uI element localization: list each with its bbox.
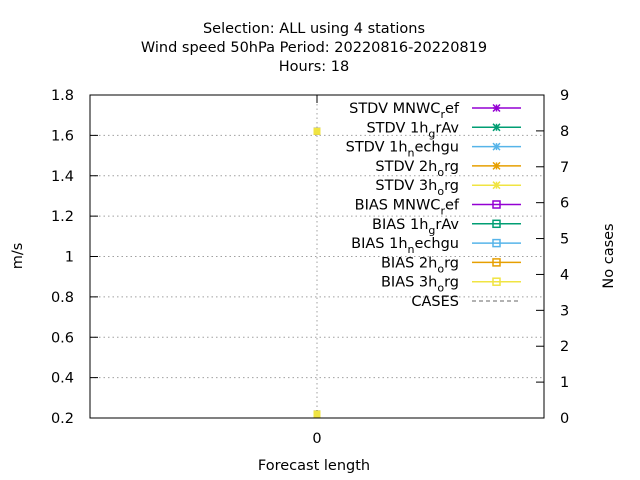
x-axis-label: Forecast length (258, 458, 370, 474)
legend-label: BIAS 3horg (381, 275, 459, 295)
y-tick-label: 0.8 (51, 290, 74, 306)
legend-entry: BIAS 1hnechgu (351, 236, 521, 256)
legend-entry: STDV 2horg (375, 159, 521, 179)
y2-tick-label: 1 (560, 375, 569, 391)
legend-entry: STDV 3horg (375, 178, 521, 198)
y-tick-label: 0.4 (51, 371, 74, 387)
legend-entry: STDV 1hgrAv (366, 120, 521, 140)
legend-marker-square-icon (492, 238, 501, 248)
legend-label: STDV 1hgrAv (366, 120, 459, 140)
legend-label: CASES (411, 294, 459, 310)
legend-marker-star-icon (492, 123, 501, 132)
legend-label: STDV 3horg (375, 178, 459, 198)
legend-entry: STDV MNWCref (349, 101, 521, 121)
y-tick-label: 1 (65, 250, 74, 266)
y2-tick-label: 6 (560, 196, 569, 212)
stdv-point-4 (313, 127, 321, 135)
y2-tick-label: 5 (560, 232, 569, 248)
y2-tick-label: 0 (560, 411, 569, 427)
legend-marker-square-icon (492, 219, 501, 229)
legend-marker-square-icon (492, 200, 501, 209)
y-axis: 0.2 0.4 0.6 0.8 1 1.2 1.4 1.6 1.8 (51, 88, 98, 427)
legend-entry: CASES (411, 294, 521, 310)
legend-label: STDV MNWCref (349, 101, 460, 121)
legend-marker-square-icon (492, 258, 501, 267)
y-tick-label: 1.4 (51, 169, 74, 185)
title-line: Wind speed 50hPa Period: 20220816-202208… (141, 40, 487, 56)
legend-label: STDV 2horg (375, 159, 459, 179)
legend-label: STDV 1hnechgu (346, 140, 459, 160)
legend-marker-star-icon (492, 142, 501, 151)
y2-tick-label: 7 (560, 160, 569, 176)
chart-title: Selection: ALL using 4 stations Wind spee… (141, 21, 487, 75)
y2-axis: 0 1 2 3 4 5 6 7 8 9 (536, 88, 569, 427)
legend-marker-star-icon (492, 103, 501, 113)
grid (90, 95, 544, 418)
y-tick-label: 1.6 (51, 128, 74, 144)
y2-tick-label: 4 (560, 267, 569, 283)
legend-entry: BIAS 2horg (381, 255, 521, 275)
legend-label: BIAS 2horg (381, 255, 459, 275)
data-points (313, 127, 321, 418)
y2-tick-label: 2 (560, 339, 569, 355)
legend-label: BIAS 1hnechgu (351, 236, 459, 256)
legend-marker-square-icon (492, 277, 501, 286)
x-tick-label: 0 (312, 431, 321, 447)
legend-entry: BIAS 1hgrAv (372, 217, 521, 237)
y2-tick-label: 3 (560, 303, 569, 319)
title-line: Hours: 18 (279, 59, 349, 75)
title-line: Selection: ALL using 4 stations (203, 21, 425, 37)
y-tick-label: 1.2 (51, 209, 74, 225)
legend-marker-star-icon (492, 161, 501, 170)
legend-entry: STDV 1hnechgu (346, 140, 521, 160)
legend-marker-star-icon (492, 181, 501, 190)
y2-tick-label: 8 (560, 124, 569, 140)
y2-tick-label: 9 (560, 88, 569, 104)
y-tick-label: 0.2 (51, 411, 74, 427)
bias-point-9 (313, 410, 321, 418)
y-tick-label: 0.6 (51, 330, 74, 346)
legend-entry: BIAS MNWCref (355, 198, 521, 218)
legend-label: BIAS 1hgrAv (372, 217, 459, 237)
y-tick-label: 1.8 (51, 88, 74, 104)
y-axis-label: m/s (10, 243, 26, 270)
y2-axis-label: No cases (601, 223, 617, 288)
legend-label: BIAS MNWCref (355, 198, 460, 218)
legend-entry: BIAS 3horg (381, 275, 521, 295)
